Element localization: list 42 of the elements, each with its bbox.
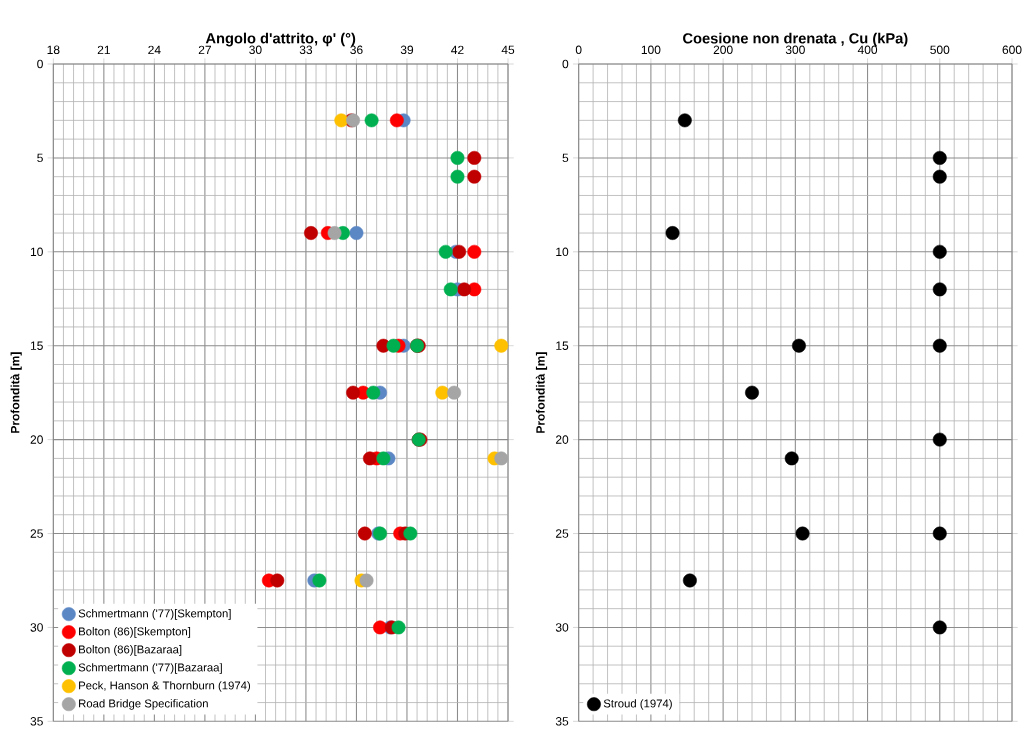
x-tick-label: 200	[713, 45, 733, 55]
x-tick-label: 21	[97, 45, 110, 55]
y-tick-label: 35	[30, 717, 43, 726]
x-tick-label: 42	[451, 45, 464, 55]
x-tick-label: 100	[641, 45, 661, 55]
legend-label: Schmertmann ('77)[Skempton]	[78, 609, 231, 620]
x-tick-label: 300	[785, 45, 805, 55]
x-tick-label: 400	[857, 45, 878, 55]
legend-label: Road Bridge Specification	[79, 699, 208, 710]
y-tick-label: 20	[555, 435, 569, 444]
y-tick-label: 0	[562, 59, 569, 69]
x-tick-label: 39	[400, 45, 414, 55]
y-tick-label: 25	[555, 529, 569, 538]
legend-label: Peck, Hanson & Thornburn (1974)	[79, 681, 251, 692]
legend-label: Bolton (86)[Skempton]	[79, 627, 191, 638]
x-tick-label: 27	[198, 45, 211, 55]
y-tick-label: 10	[30, 247, 43, 257]
y-tick-label: 5	[562, 153, 569, 163]
y-tick-label: 0	[37, 59, 43, 69]
y-axis-title: Profondità [m]	[535, 352, 548, 433]
legend-label: Stroud (1974)	[603, 699, 672, 710]
x-tick-label: 30	[249, 45, 262, 55]
x-tick-label: 0	[575, 45, 582, 55]
y-tick-label: 30	[30, 623, 43, 632]
y-tick-label: 15	[30, 341, 43, 350]
y-tick-label: 10	[556, 247, 569, 257]
y-axis-title: Profondità [m]	[10, 352, 22, 433]
legend-label: Schmertmann ('77)[Bazaraa]	[78, 663, 222, 674]
x-tick-label: 500	[930, 45, 950, 55]
y-tick-label: 30	[555, 623, 569, 632]
x-tick-label: 24	[148, 45, 161, 55]
x-tick-label: 18	[47, 45, 60, 55]
y-tick-label: 5	[37, 153, 43, 163]
legend-label: Bolton (86)[Bazaraa]	[79, 645, 182, 656]
y-tick-label: 25	[30, 529, 43, 538]
y-tick-label: 20	[30, 435, 43, 444]
x-tick-label: 45	[501, 45, 515, 55]
x-tick-label: 600	[1002, 45, 1022, 55]
y-tick-label: 35	[555, 717, 569, 726]
y-tick-label: 15	[556, 341, 569, 350]
x-tick-label: 36	[350, 45, 363, 55]
x-tick-label: 33	[299, 45, 313, 55]
